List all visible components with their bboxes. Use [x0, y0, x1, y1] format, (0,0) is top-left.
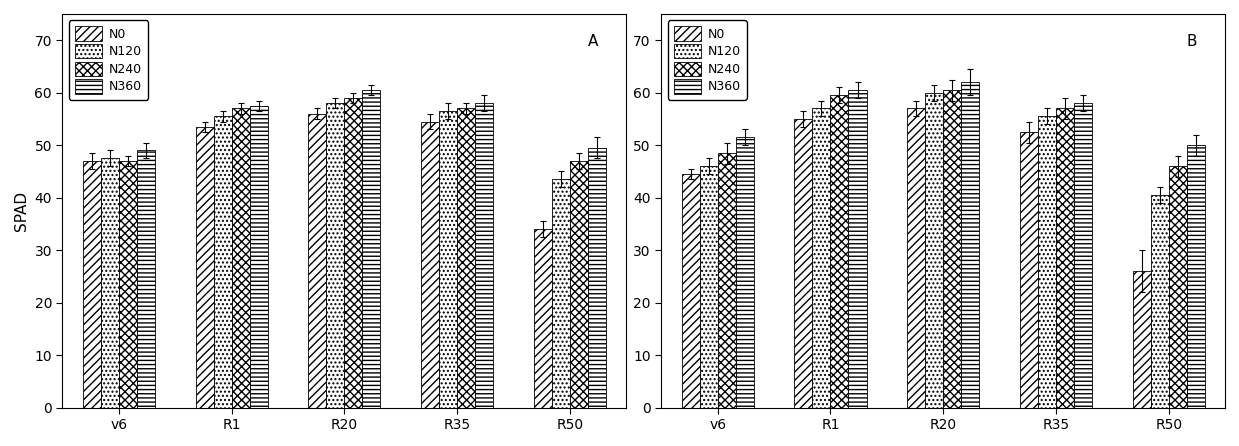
Text: B: B: [1187, 33, 1197, 49]
Bar: [943, 90, 961, 408]
Bar: [1151, 195, 1168, 408]
Bar: [457, 108, 476, 408]
Y-axis label: SPAD: SPAD: [14, 191, 28, 231]
Bar: [213, 116, 232, 408]
Bar: [589, 148, 606, 408]
Bar: [570, 161, 589, 408]
Bar: [196, 127, 213, 408]
Bar: [83, 161, 100, 408]
Bar: [1020, 132, 1038, 408]
Bar: [1132, 271, 1151, 408]
Bar: [736, 137, 753, 408]
Bar: [439, 111, 457, 408]
Bar: [1168, 166, 1187, 408]
Bar: [907, 108, 926, 408]
Bar: [813, 108, 830, 408]
Legend: N0, N120, N240, N360: N0, N120, N240, N360: [68, 20, 149, 100]
Bar: [344, 98, 363, 408]
Text: A: A: [587, 33, 598, 49]
Bar: [363, 90, 380, 408]
Bar: [849, 90, 866, 408]
Bar: [309, 114, 326, 408]
Bar: [794, 119, 813, 408]
Bar: [1074, 103, 1092, 408]
Bar: [1056, 108, 1074, 408]
Bar: [830, 95, 849, 408]
Legend: N0, N120, N240, N360: N0, N120, N240, N360: [668, 20, 747, 100]
Bar: [926, 93, 943, 408]
Bar: [534, 229, 551, 408]
Bar: [551, 179, 570, 408]
Bar: [717, 153, 736, 408]
Bar: [250, 106, 268, 408]
Bar: [961, 82, 979, 408]
Bar: [119, 161, 138, 408]
Bar: [1187, 145, 1204, 408]
Bar: [326, 103, 344, 408]
Bar: [232, 108, 250, 408]
Bar: [700, 166, 717, 408]
Bar: [681, 174, 700, 408]
Bar: [138, 150, 155, 408]
Bar: [476, 103, 493, 408]
Bar: [100, 158, 119, 408]
Bar: [1038, 116, 1056, 408]
Bar: [421, 121, 439, 408]
